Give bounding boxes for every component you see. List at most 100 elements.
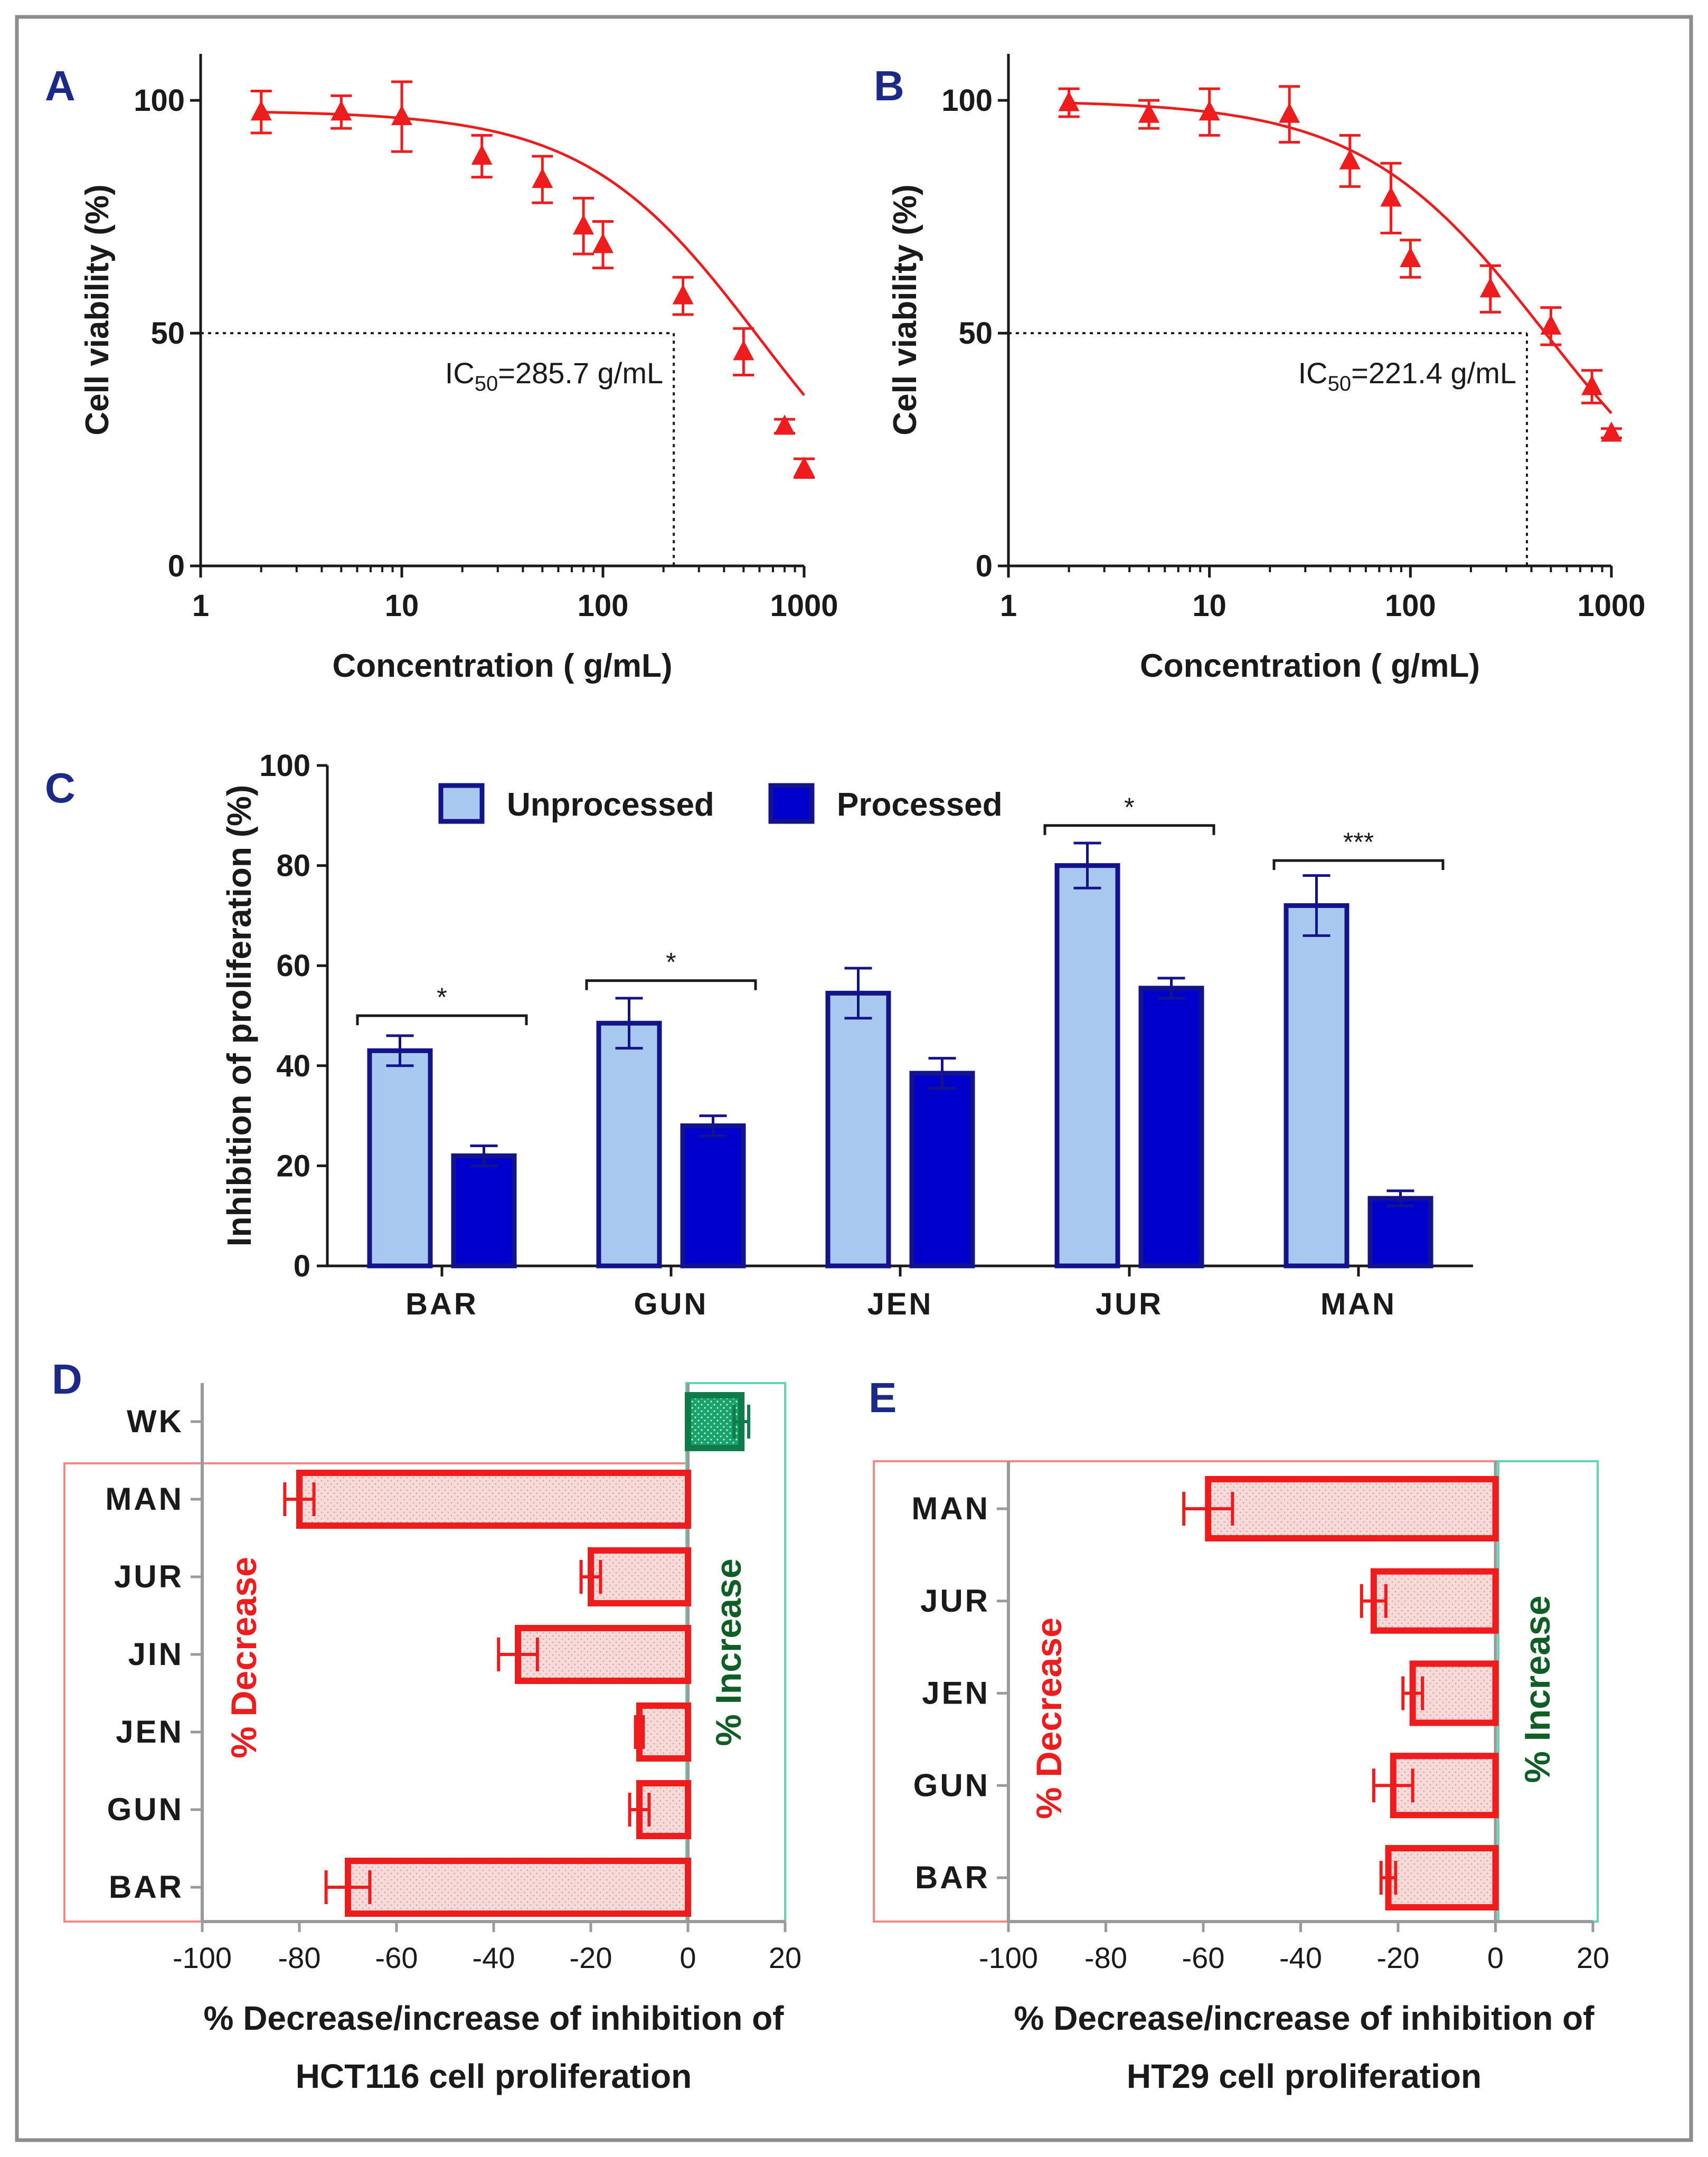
x-tick-label: -20 xyxy=(1377,1941,1420,1974)
bar xyxy=(825,990,891,1269)
y-tick-label: 0 xyxy=(168,549,185,583)
x-axis-label: Concentration ( g/mL) xyxy=(1140,648,1480,684)
bar xyxy=(596,1020,662,1269)
data-point xyxy=(794,456,815,477)
x-tick-label: -100 xyxy=(173,1941,232,1974)
x-tick-label: 1 xyxy=(1000,589,1017,623)
y-tick-label: JEN xyxy=(116,1714,184,1749)
x-tick-label: -40 xyxy=(1279,1941,1322,1974)
data-point xyxy=(672,284,694,305)
significance-label: * xyxy=(1124,792,1134,822)
bar xyxy=(1367,1196,1433,1269)
dose-response-chart-b: 0 50 100 1 10 100 1000 Concentration ( g/mL) Cel… xyxy=(887,54,1646,684)
change-bar-chart-e: % Decrease % Increase -100 -80 -60 -40 -20 0 2… xyxy=(873,1460,1609,2095)
x-axis-label-line1: % Decrease/increase of inhibition of xyxy=(204,1999,785,2037)
data-point xyxy=(592,233,614,253)
data-point xyxy=(1400,247,1421,267)
legend-swatch xyxy=(438,783,485,824)
bar xyxy=(588,1547,691,1606)
x-tick-label: -40 xyxy=(473,1941,515,1974)
y-tick-label: GUN xyxy=(107,1792,184,1827)
significance-bracket xyxy=(585,979,757,990)
bar xyxy=(1205,1476,1499,1541)
y-tick-label: MAN xyxy=(105,1481,184,1517)
panel-c-label: C xyxy=(45,764,76,811)
bar xyxy=(296,1470,691,1529)
x-tick-label: 20 xyxy=(769,1941,801,1974)
y-tick-label: 100 xyxy=(941,83,993,118)
x-tick-label: 100 xyxy=(1385,589,1436,623)
panel-d-label: D xyxy=(52,1356,82,1403)
x-axis-label-line1: % Decrease/increase of inhibition of xyxy=(1014,1999,1595,2037)
y-tick-label: 80 xyxy=(276,849,310,883)
bar xyxy=(451,1153,517,1269)
x-tick-label: 1 xyxy=(192,589,209,623)
data-point xyxy=(331,100,352,121)
ic50-label: IC50=285.7 g/mL xyxy=(445,356,663,395)
data-point xyxy=(573,214,595,235)
data-point xyxy=(733,340,754,361)
legend-label: Processed xyxy=(837,787,1003,823)
y-tick-label: 40 xyxy=(276,1049,310,1083)
x-axis-label-line2: HCT116 cell proliferation xyxy=(296,2057,692,2095)
bar xyxy=(1054,863,1120,1269)
bar xyxy=(345,1858,691,1917)
y-tick-label: BAR xyxy=(109,1869,184,1905)
bar xyxy=(367,1048,433,1269)
x-tick-label: BAR xyxy=(405,1287,478,1321)
y-tick-label: JIN xyxy=(128,1636,184,1672)
ic50-label: IC50=221.4 g/mL xyxy=(1298,356,1516,395)
bar xyxy=(1409,1660,1499,1726)
x-tick-label: 10 xyxy=(385,589,419,623)
significance-bracket xyxy=(1272,859,1445,871)
x-axis-label: Concentration ( g/mL) xyxy=(332,648,672,684)
y-tick-label: 100 xyxy=(134,83,185,118)
y-tick-label: 50 xyxy=(150,316,185,351)
bar xyxy=(680,1123,746,1269)
legend-label: Unprocessed xyxy=(507,787,714,823)
significance-label: *** xyxy=(1343,827,1374,857)
significance-label: * xyxy=(666,948,676,977)
x-tick-label: 20 xyxy=(1577,1941,1609,1974)
x-tick-label: 1000 xyxy=(1577,589,1645,623)
x-tick-label: 100 xyxy=(578,589,629,623)
data-point xyxy=(1199,100,1220,121)
y-axis-label: Inhibition of proliferation (%) xyxy=(220,785,258,1247)
y-tick-label: 60 xyxy=(276,949,310,983)
data-point xyxy=(1581,375,1603,395)
significance-bracket xyxy=(356,1014,528,1025)
bar xyxy=(1138,986,1204,1269)
y-tick-label: 20 xyxy=(276,1149,310,1183)
data-point xyxy=(471,145,493,165)
bar xyxy=(1284,903,1350,1269)
panel-a-label: A xyxy=(45,62,76,109)
increase-label: % Increase xyxy=(709,1558,749,1746)
data-point xyxy=(1380,186,1402,207)
bar xyxy=(636,1702,691,1762)
change-bar-chart-d: % Decrease % Increase -100 -80 -60 -40 -20 0 2… xyxy=(63,1382,801,2095)
data-point xyxy=(250,100,272,121)
x-tick-label: -60 xyxy=(1182,1941,1225,1974)
data-point xyxy=(774,414,796,435)
y-tick-label: JUR xyxy=(920,1583,990,1619)
data-point xyxy=(1601,421,1622,442)
x-tick-label: JUR xyxy=(1096,1287,1163,1321)
increase-label: % Increase xyxy=(1517,1595,1558,1783)
x-tick-label: JEN xyxy=(867,1287,933,1321)
x-tick-label: 0 xyxy=(1487,1941,1504,1974)
significance-bracket xyxy=(1043,824,1215,835)
y-tick-label: GUN xyxy=(913,1767,990,1803)
y-tick-label: 50 xyxy=(958,316,993,351)
x-tick-label: -80 xyxy=(278,1941,321,1974)
decrease-label: % Decrease xyxy=(1029,1617,1069,1819)
fit-curve xyxy=(261,110,805,396)
bar xyxy=(909,1071,975,1269)
x-tick-label: -60 xyxy=(375,1941,418,1974)
y-tick-label: JEN xyxy=(922,1676,990,1711)
y-tick-label: 100 xyxy=(259,749,310,783)
x-axis-label-line2: HT29 cell proliferation xyxy=(1127,2057,1481,2095)
x-tick-label: 1000 xyxy=(770,589,838,623)
x-tick-label: -80 xyxy=(1084,1941,1127,1974)
